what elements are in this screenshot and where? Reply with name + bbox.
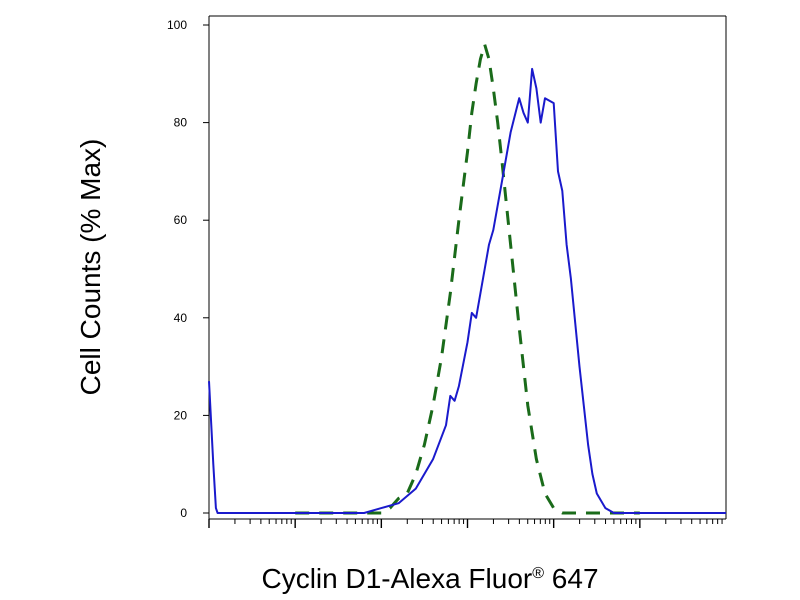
y-tick-label: 60 <box>174 213 188 227</box>
series-layer <box>208 43 726 515</box>
y-tick-label: 20 <box>174 408 188 422</box>
x-axis-label-registered-mark: ® <box>532 565 544 582</box>
x-axis-label-main: Cyclin D1-Alexa Fluor <box>261 563 532 594</box>
series-line-dashed <box>295 43 640 515</box>
y-tick-label: 100 <box>167 18 187 32</box>
y-tick-label: 40 <box>174 311 188 325</box>
y-ticks: 0 20 40 60 80 100 <box>167 18 209 520</box>
y-tick-label: 80 <box>174 116 188 130</box>
x-axis-label-suffix: 647 <box>544 563 599 594</box>
x-ticks <box>208 519 723 528</box>
y-axis-label: Cell Counts (% Max) <box>75 139 106 396</box>
y-tick-label: 0 <box>180 506 187 520</box>
x-axis-label: Cyclin D1-Alexa Fluor® 647 <box>261 563 598 594</box>
plot-area <box>208 15 727 520</box>
series-line-solid <box>208 67 726 514</box>
